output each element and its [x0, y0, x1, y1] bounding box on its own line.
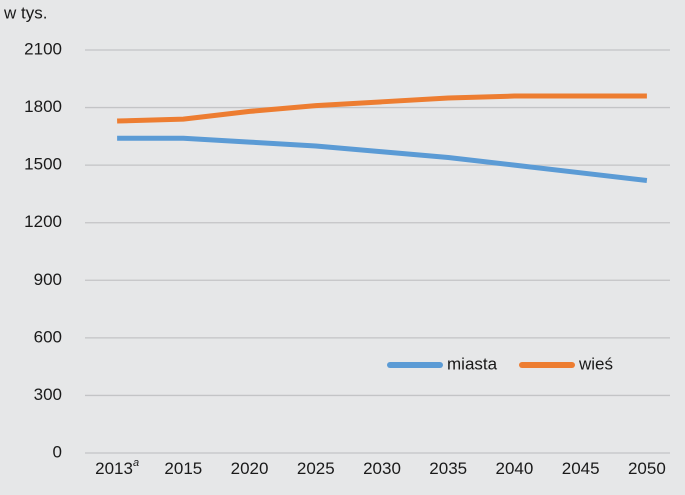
x-tick-text: 2020 — [231, 459, 269, 478]
legend-label: wieś — [578, 354, 613, 373]
x-tick-text: 2035 — [429, 459, 467, 478]
y-tick-label: 1800 — [24, 97, 62, 116]
y-axis-label: w tys. — [3, 3, 47, 22]
x-tick-label: 2045 — [562, 459, 600, 478]
y-tick-label: 0 — [53, 442, 62, 461]
legend-label: miasta — [447, 354, 498, 373]
x-tick-label: 2030 — [363, 459, 401, 478]
x-tick-label: 2013a — [95, 457, 139, 479]
y-tick-label: 600 — [34, 327, 62, 346]
y-tick-label: 300 — [34, 385, 62, 404]
x-tick-label: 2020 — [231, 459, 269, 478]
x-tick-label: 2015 — [164, 459, 202, 478]
x-tick-text: 2015 — [164, 459, 202, 478]
x-tick-label: 2050 — [628, 459, 666, 478]
series-line — [117, 93, 647, 124]
x-tick-text: 2030 — [363, 459, 401, 478]
x-tick-superscript: a — [133, 457, 139, 469]
x-tick-text: 2045 — [562, 459, 600, 478]
y-tick-label: 900 — [34, 270, 62, 289]
y-tick-label: 1500 — [24, 155, 62, 174]
x-tick-label: 2035 — [429, 459, 467, 478]
y-tick-label: 2100 — [24, 39, 62, 58]
y-tick-label: 1200 — [24, 212, 62, 231]
x-tick-text: 2013 — [95, 459, 133, 478]
x-tick-label: 2040 — [496, 459, 534, 478]
series-line — [117, 135, 648, 183]
x-tick-label: 2025 — [297, 459, 335, 478]
x-tick-text: 2025 — [297, 459, 335, 478]
x-tick-text: 2040 — [496, 459, 534, 478]
x-tick-text: 2050 — [628, 459, 666, 478]
